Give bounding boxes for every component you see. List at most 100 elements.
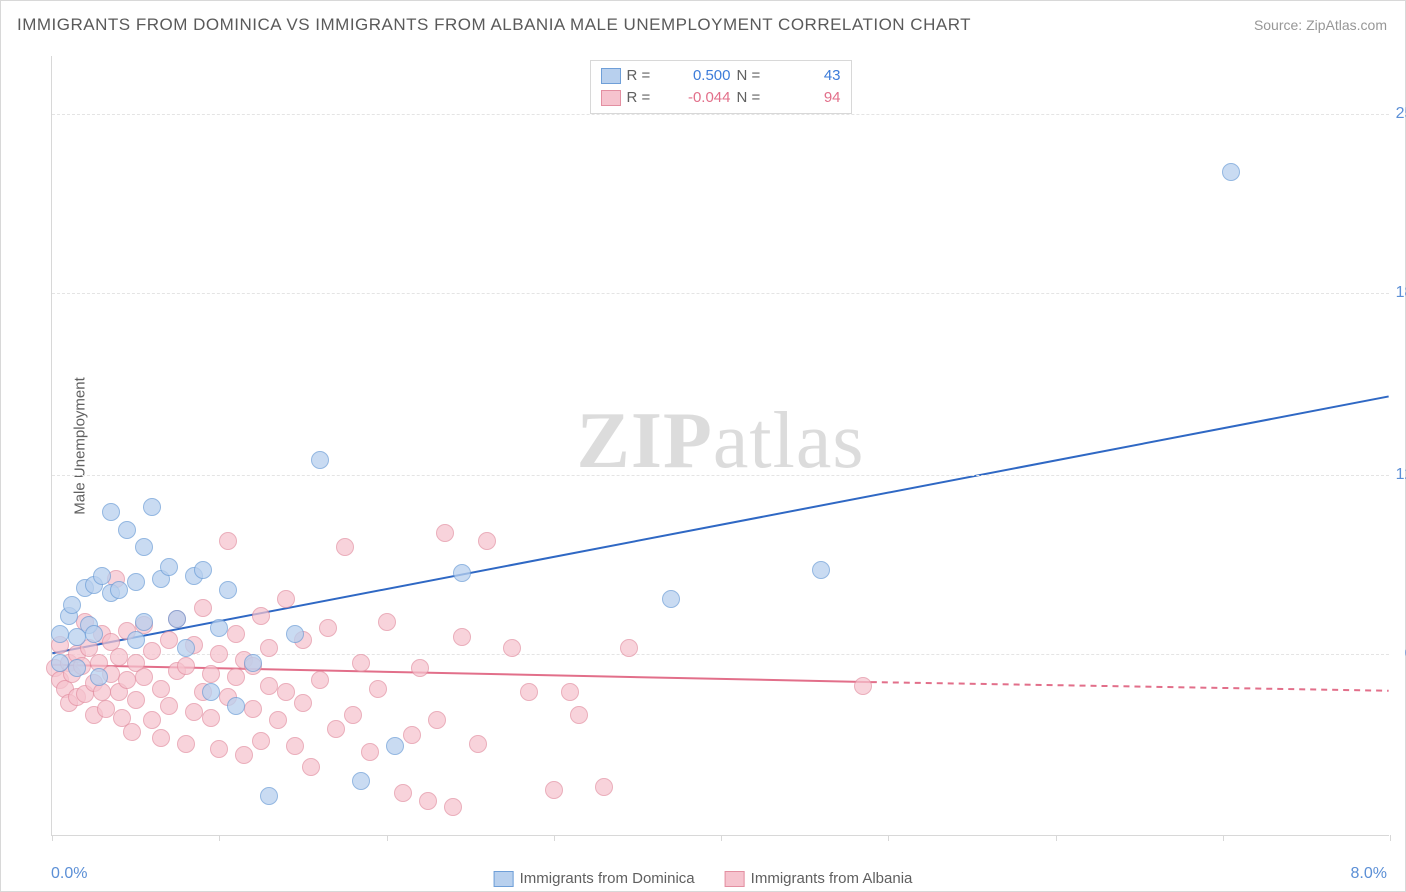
scatter-point-albania (419, 792, 437, 810)
scatter-point-albania (277, 590, 295, 608)
scatter-point-dominica (453, 564, 471, 582)
legend-swatch-albania-icon (725, 871, 745, 887)
series-legend: Immigrants from Dominica Immigrants from… (494, 870, 913, 887)
scatter-point-albania (185, 703, 203, 721)
source-attribution: Source: ZipAtlas.com (1254, 17, 1387, 33)
scatter-point-dominica (386, 737, 404, 755)
scatter-point-dominica (194, 561, 212, 579)
scatter-point-albania (444, 798, 462, 816)
scatter-point-albania (378, 613, 396, 631)
scatter-point-albania (227, 625, 245, 643)
scatter-point-dominica (260, 787, 278, 805)
y-tick-label: 18.8% (1381, 284, 1406, 302)
legend-label-albania: Immigrants from Albania (751, 870, 913, 887)
scatter-point-dominica (51, 625, 69, 643)
scatter-point-dominica (90, 668, 108, 686)
regression-lines-layer (52, 56, 1389, 835)
scatter-point-dominica (210, 619, 228, 637)
x-tick (52, 835, 53, 841)
scatter-point-dominica (662, 590, 680, 608)
scatter-point-albania (135, 668, 153, 686)
scatter-point-albania (210, 740, 228, 758)
scatter-point-albania (123, 723, 141, 741)
y-tick-label: 12.5% (1381, 466, 1406, 484)
scatter-point-albania (453, 628, 471, 646)
scatter-point-albania (286, 737, 304, 755)
scatter-point-albania (152, 680, 170, 698)
scatter-point-albania (545, 781, 563, 799)
scatter-point-albania (520, 683, 538, 701)
x-tick (721, 835, 722, 841)
scatter-point-albania (394, 784, 412, 802)
scatter-point-dominica (244, 654, 262, 672)
gridline (52, 293, 1389, 294)
x-tick (1223, 835, 1224, 841)
scatter-point-albania (352, 654, 370, 672)
scatter-point-dominica (219, 581, 237, 599)
y-tick-label: 25.0% (1381, 105, 1406, 123)
scatter-point-albania (227, 668, 245, 686)
scatter-point-dominica (311, 451, 329, 469)
scatter-point-albania (294, 694, 312, 712)
scatter-point-albania (219, 532, 237, 550)
scatter-point-albania (403, 726, 421, 744)
scatter-point-albania (311, 671, 329, 689)
chart-container: IMMIGRANTS FROM DOMINICA VS IMMIGRANTS F… (0, 0, 1406, 892)
scatter-point-albania (127, 691, 145, 709)
scatter-point-dominica (143, 498, 161, 516)
scatter-point-albania (854, 677, 872, 695)
scatter-point-dominica (1222, 163, 1240, 181)
scatter-point-dominica (202, 683, 220, 701)
scatter-point-dominica (110, 581, 128, 599)
scatter-point-dominica (63, 596, 81, 614)
scatter-point-dominica (227, 697, 245, 715)
scatter-point-albania (202, 665, 220, 683)
scatter-point-dominica (352, 772, 370, 790)
scatter-point-dominica (102, 503, 120, 521)
scatter-point-dominica (812, 561, 830, 579)
scatter-point-albania (478, 532, 496, 550)
scatter-point-albania (369, 680, 387, 698)
scatter-point-albania (118, 671, 136, 689)
legend-item-albania: Immigrants from Albania (725, 870, 913, 887)
scatter-point-albania (411, 659, 429, 677)
scatter-point-dominica (68, 659, 86, 677)
scatter-point-albania (235, 746, 253, 764)
scatter-point-albania (436, 524, 454, 542)
scatter-point-albania (319, 619, 337, 637)
legend-item-dominica: Immigrants from Dominica (494, 870, 695, 887)
x-tick (219, 835, 220, 841)
scatter-point-albania (344, 706, 362, 724)
scatter-point-albania (269, 711, 287, 729)
scatter-point-dominica (127, 573, 145, 591)
scatter-point-dominica (135, 613, 153, 631)
scatter-point-albania (260, 639, 278, 657)
scatter-point-albania (428, 711, 446, 729)
scatter-point-albania (160, 697, 178, 715)
x-tick (1390, 835, 1391, 841)
scatter-point-albania (210, 645, 228, 663)
scatter-point-albania (336, 538, 354, 556)
scatter-point-dominica (51, 654, 69, 672)
scatter-point-albania (469, 735, 487, 753)
scatter-point-albania (194, 599, 212, 617)
scatter-point-albania (595, 778, 613, 796)
scatter-point-dominica (135, 538, 153, 556)
scatter-point-albania (202, 709, 220, 727)
x-axis-max-label: 8.0% (1351, 865, 1387, 883)
scatter-point-albania (160, 631, 178, 649)
gridline (52, 114, 1389, 115)
scatter-point-albania (252, 607, 270, 625)
scatter-point-albania (561, 683, 579, 701)
scatter-point-dominica (168, 610, 186, 628)
scatter-point-dominica (93, 567, 111, 585)
scatter-point-dominica (127, 631, 145, 649)
scatter-point-dominica (160, 558, 178, 576)
scatter-point-albania (143, 642, 161, 660)
x-axis-min-label: 0.0% (51, 865, 87, 883)
scatter-point-albania (277, 683, 295, 701)
scatter-point-albania (503, 639, 521, 657)
scatter-point-albania (570, 706, 588, 724)
scatter-point-albania (302, 758, 320, 776)
x-tick (1056, 835, 1057, 841)
